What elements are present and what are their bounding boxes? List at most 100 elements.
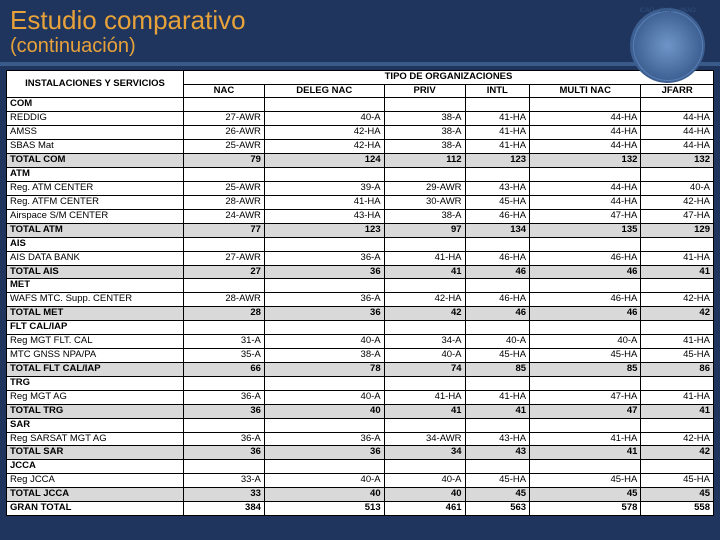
row-value: 46 <box>530 265 641 279</box>
table-row: GRAN TOTAL384513461563578558 <box>7 502 714 516</box>
row-value: 85 <box>530 362 641 376</box>
row-value: 47 <box>530 404 641 418</box>
table-row: WAFS MTC. Supp. CENTER28-AWR36-A42-HA46-… <box>7 293 714 307</box>
row-value: 40 <box>264 488 384 502</box>
col-header: INTL <box>465 84 530 98</box>
row-value <box>641 418 714 432</box>
row-value: 132 <box>530 154 641 168</box>
row-value <box>184 376 265 390</box>
row-value: 74 <box>384 362 465 376</box>
row-value: 44-HA <box>530 195 641 209</box>
row-value <box>465 460 530 474</box>
row-value: 41 <box>465 404 530 418</box>
row-value: 47-HA <box>530 209 641 223</box>
row-value: 27 <box>184 265 265 279</box>
row-value: 79 <box>184 154 265 168</box>
row-value: 44-HA <box>530 126 641 140</box>
row-value <box>264 376 384 390</box>
row-value: 47-HA <box>530 390 641 404</box>
row-value <box>184 321 265 335</box>
row-value: 42 <box>641 307 714 321</box>
row-value: 85 <box>465 362 530 376</box>
row-value <box>530 98 641 112</box>
row-value: 41-HA <box>384 251 465 265</box>
row-value: 36-A <box>264 251 384 265</box>
table-row: Reg MGT FLT. CAL31-A40-A34-A40-A40-A41-H… <box>7 335 714 349</box>
row-value: 41-HA <box>530 432 641 446</box>
row-value: 40-A <box>465 335 530 349</box>
row-value: 28-AWR <box>184 293 265 307</box>
row-value: 25-AWR <box>184 181 265 195</box>
row-value: 42-HA <box>641 432 714 446</box>
table-row: TRG <box>7 376 714 390</box>
row-value <box>530 279 641 293</box>
row-value <box>530 376 641 390</box>
row-value: 134 <box>465 223 530 237</box>
row-value: 29-AWR <box>384 181 465 195</box>
row-label: Reg SARSAT MGT AG <box>7 432 184 446</box>
row-label: SBAS Mat <box>7 140 184 154</box>
col-header: NAC <box>184 84 265 98</box>
row-value: 46-HA <box>530 251 641 265</box>
row-value <box>184 98 265 112</box>
table-row: REDDIG27-AWR40-A38-A41-HA44-HA44-HA <box>7 112 714 126</box>
row-value: 41-HA <box>384 390 465 404</box>
row-value: 123 <box>264 223 384 237</box>
row-value: 40-A <box>384 474 465 488</box>
row-value: 41 <box>384 404 465 418</box>
row-value: 42 <box>641 446 714 460</box>
row-value <box>465 168 530 182</box>
row-value: 41-HA <box>465 140 530 154</box>
row-value: 40 <box>384 488 465 502</box>
row-value: 46-HA <box>465 209 530 223</box>
row-value: 46-HA <box>465 251 530 265</box>
row-value: 47-HA <box>641 209 714 223</box>
row-value: 42-HA <box>641 293 714 307</box>
comparison-table: INSTALACIONES Y SERVICIOSTIPO DE ORGANIZ… <box>6 70 714 517</box>
col-header: JFARR <box>641 84 714 98</box>
col-header: PRIV <box>384 84 465 98</box>
row-value <box>384 168 465 182</box>
row-value: 41 <box>641 404 714 418</box>
row-label: TOTAL JCCA <box>7 488 184 502</box>
row-value <box>641 168 714 182</box>
row-label: MET <box>7 279 184 293</box>
table-row: Reg SARSAT MGT AG36-A36-A34-AWR43-HA41-H… <box>7 432 714 446</box>
row-value: 45-HA <box>465 349 530 363</box>
slide-header: Estudio comparativo (continuación) <box>0 0 720 59</box>
row-value: 44-HA <box>641 126 714 140</box>
row-value: 123 <box>465 154 530 168</box>
row-value <box>264 168 384 182</box>
table-row: TOTAL SAR363634434142 <box>7 446 714 460</box>
row-value: 77 <box>184 223 265 237</box>
row-value: 36-A <box>184 390 265 404</box>
row-value <box>264 279 384 293</box>
row-value: 41-HA <box>641 251 714 265</box>
row-value: 30-AWR <box>384 195 465 209</box>
row-value <box>641 279 714 293</box>
row-value: 66 <box>184 362 265 376</box>
divider-stripe <box>0 62 720 66</box>
row-value <box>384 418 465 432</box>
row-value: 43-HA <box>465 181 530 195</box>
row-value <box>465 321 530 335</box>
row-value: 41 <box>384 265 465 279</box>
row-value: 41-HA <box>641 390 714 404</box>
row-label: TOTAL SAR <box>7 446 184 460</box>
row-label: AIS DATA BANK <box>7 251 184 265</box>
row-value <box>384 460 465 474</box>
row-value: 461 <box>384 502 465 516</box>
row-value: 41-HA <box>465 126 530 140</box>
row-value: 40-A <box>264 112 384 126</box>
row-value: 45-HA <box>465 195 530 209</box>
row-value: 46-HA <box>465 293 530 307</box>
table-row: SBAS Mat25-AWR42-HA38-A41-HA44-HA44-HA <box>7 140 714 154</box>
row-label: ATM <box>7 168 184 182</box>
row-value: 36 <box>264 307 384 321</box>
row-value: 41-HA <box>465 112 530 126</box>
table-row: FLT CAL/IAP <box>7 321 714 335</box>
row-value: 45 <box>530 488 641 502</box>
table-row: MET <box>7 279 714 293</box>
row-value: 44-HA <box>530 112 641 126</box>
row-value: 26-AWR <box>184 126 265 140</box>
